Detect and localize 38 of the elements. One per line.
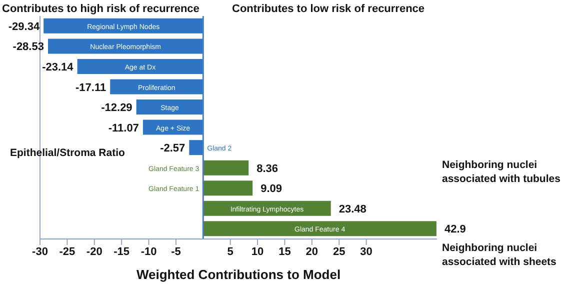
- bar: [136, 100, 204, 115]
- x-tick-label: -20: [86, 246, 102, 258]
- x-tick-label: -10: [140, 246, 157, 258]
- x-tick-label: 5: [227, 246, 234, 258]
- data-label: -23.14: [42, 61, 74, 74]
- text: Contributes to high risk of recurrence: [2, 2, 200, 16]
- bar: [110, 79, 204, 94]
- x-tick-label: 10: [251, 246, 264, 258]
- text: Neighboring nuclei associated with sheets: [442, 241, 558, 269]
- data-label: -17.11: [76, 82, 106, 94]
- bar: [203, 160, 249, 176]
- x-tick-label: 15: [278, 246, 291, 258]
- bar: [77, 58, 204, 74]
- x-tick-label: 20: [306, 246, 318, 258]
- x-tick-label: -25: [59, 246, 76, 258]
- data-label: -12.29: [101, 102, 132, 114]
- data-label: 8.36: [256, 162, 278, 175]
- data-label: -11.07: [108, 122, 139, 134]
- data-label: 42.9: [444, 224, 466, 236]
- data-label: 9.09: [260, 183, 282, 196]
- x-tick-label: -15: [114, 246, 130, 258]
- bar: [48, 38, 204, 54]
- x-axis-title: Weighted Contributions to Model: [136, 267, 341, 282]
- x-tick-label: 30: [360, 246, 372, 258]
- bar: [44, 18, 204, 34]
- bar: [203, 180, 253, 196]
- text: Contributes to low risk of recurrence: [232, 2, 426, 16]
- text: Neighboring nuclei associated with tubules: [442, 158, 562, 186]
- bar: [189, 140, 204, 156]
- x-tick-label: 25: [332, 246, 346, 258]
- data-label: -2.57: [160, 142, 186, 155]
- data-label: -28.53: [12, 41, 44, 54]
- data-label: -29.34: [8, 20, 40, 33]
- bar: [203, 221, 436, 236]
- annotation: Epithelial/Stroma Ratio: [10, 146, 126, 160]
- x-tick-label: -30: [32, 246, 48, 258]
- data-label: 23.48: [338, 203, 366, 216]
- x-tick-label: -5: [171, 246, 181, 258]
